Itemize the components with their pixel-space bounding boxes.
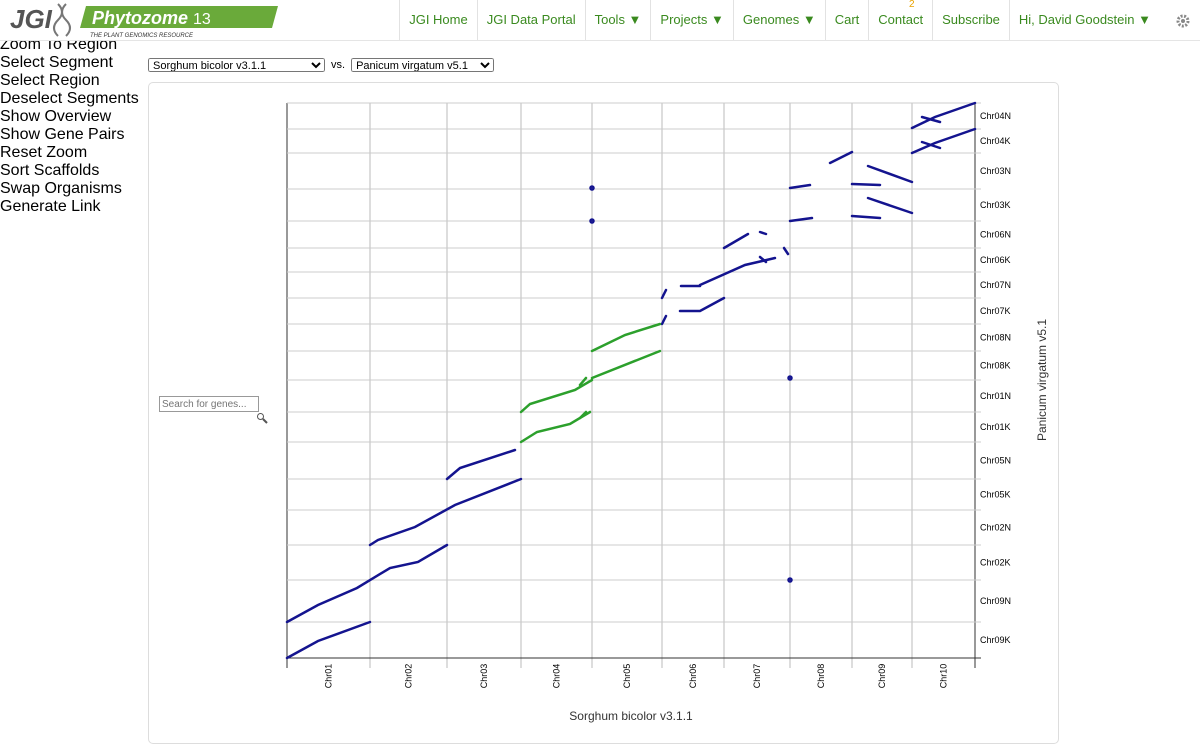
tagline: THE PLANT GENOMICS RESOURCE: [90, 33, 194, 39]
dotplot-panel: [148, 82, 1059, 744]
toolbar-button[interactable]: Show Gene Pairs: [0, 126, 125, 143]
toolbar-button[interactable]: Sort Scaffolds: [0, 162, 100, 179]
nav-link[interactable]: Cart: [824, 0, 869, 40]
toolbar-button[interactable]: Swap Organisms: [0, 180, 122, 197]
toolbar-button[interactable]: Reset Zoom: [0, 144, 88, 161]
nav-link[interactable]: Genomes ▼: [732, 0, 825, 40]
toolbar-button[interactable]: Show Overview: [0, 108, 112, 125]
search-icon[interactable]: [256, 412, 268, 424]
dna-icon: [53, 3, 71, 37]
organism-a-select[interactable]: Sorghum bicolor v3.1.1: [148, 58, 325, 72]
menu: JGI Home JGI Data Portal Tools ▼ Projects ▼…: [399, 0, 1160, 40]
top-nav: JGI Phytozome 13 THE PLANT GENOMICS RESO…: [0, 0, 1200, 41]
nav-link[interactable]: Tools ▼: [584, 0, 651, 40]
nav-link[interactable]: Projects ▼: [650, 0, 732, 40]
settings-icon[interactable]: [1175, 13, 1191, 29]
logo: JGI Phytozome 13 THE PLANT GENOMICS RESO…: [10, 3, 278, 39]
nav-link[interactable]: Subscribe: [932, 0, 1009, 40]
toolbar-button[interactable]: Select Region: [0, 72, 100, 89]
toolbar-button[interactable]: Select Segment: [0, 54, 113, 71]
nav-link[interactable]: JGI Data Portal: [476, 0, 585, 40]
toolbar-button[interactable]: Generate Link: [0, 198, 101, 215]
organism-picker: Sorghum bicolor v3.1.1 vs. Panicum virga…: [148, 58, 495, 72]
brand: Phytozome: [92, 8, 188, 28]
nav-link[interactable]: Contact: [868, 0, 932, 40]
version: 13: [193, 11, 211, 28]
logo-text: JGI: [10, 4, 53, 34]
gene-search[interactable]: [159, 396, 259, 412]
brand-bar: [80, 6, 278, 28]
cart-count: 2: [909, 0, 915, 10]
vs-label: vs.: [331, 59, 346, 71]
toolbar-button[interactable]: Deselect Segments: [0, 90, 139, 107]
organism-b-select[interactable]: Panicum virgatum v5.1: [351, 58, 495, 72]
nav-link[interactable]: Hi, David Goodstein ▼: [1008, 0, 1160, 40]
nav-link[interactable]: JGI Home: [399, 0, 477, 40]
